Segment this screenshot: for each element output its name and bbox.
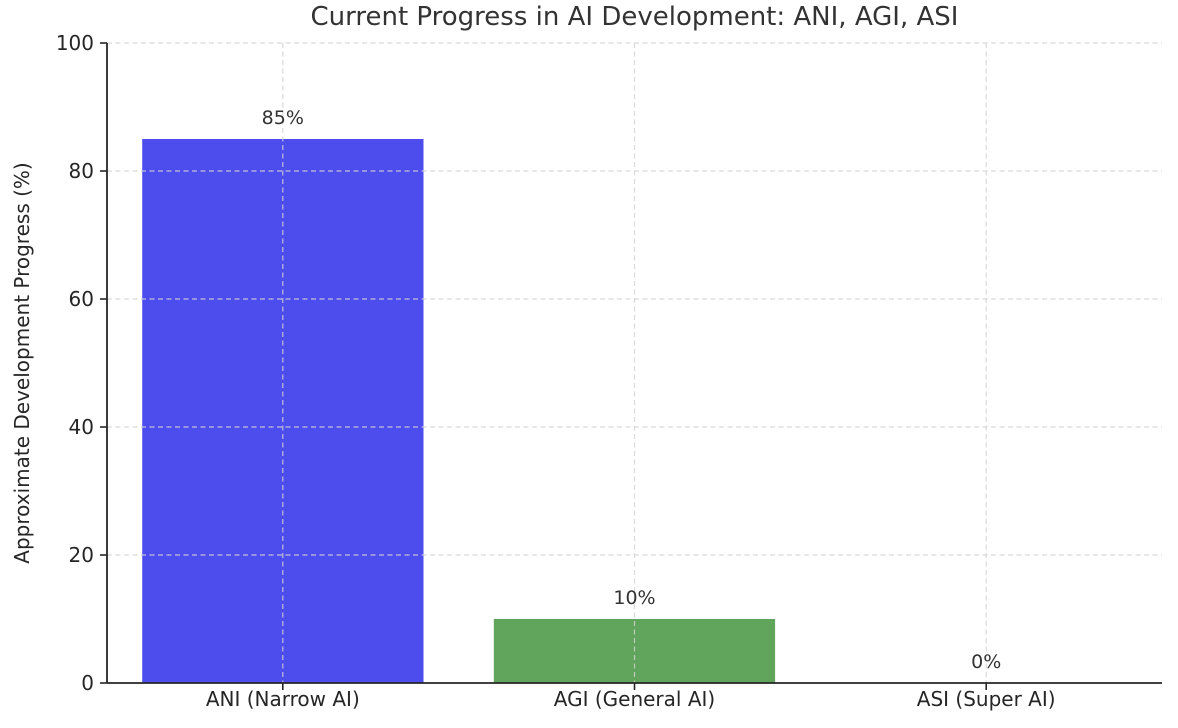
bar-value-label-ani-narrow-ai: 85% — [262, 107, 304, 129]
y-tick-label-60: 60 — [69, 287, 94, 311]
y-tick-label-40: 40 — [69, 415, 94, 439]
bar-value-label-asi-super-ai: 0% — [971, 651, 1001, 673]
y-tick-label-100: 100 — [56, 31, 94, 55]
y-tick-label-20: 20 — [69, 543, 94, 567]
x-tick-label-asi-super-ai: ASI (Super AI) — [917, 687, 1056, 711]
x-tick-label-ani-narrow-ai: ANI (Narrow AI) — [206, 687, 360, 711]
chart-title: Current Progress in AI Development: ANI,… — [310, 2, 959, 32]
y-tick-label-80: 80 — [69, 159, 94, 183]
bar-value-label-agi-general-ai: 10% — [613, 587, 655, 609]
y-tick-label-0: 0 — [81, 671, 94, 695]
x-tick-label-agi-general-ai: AGI (General AI) — [554, 687, 715, 711]
